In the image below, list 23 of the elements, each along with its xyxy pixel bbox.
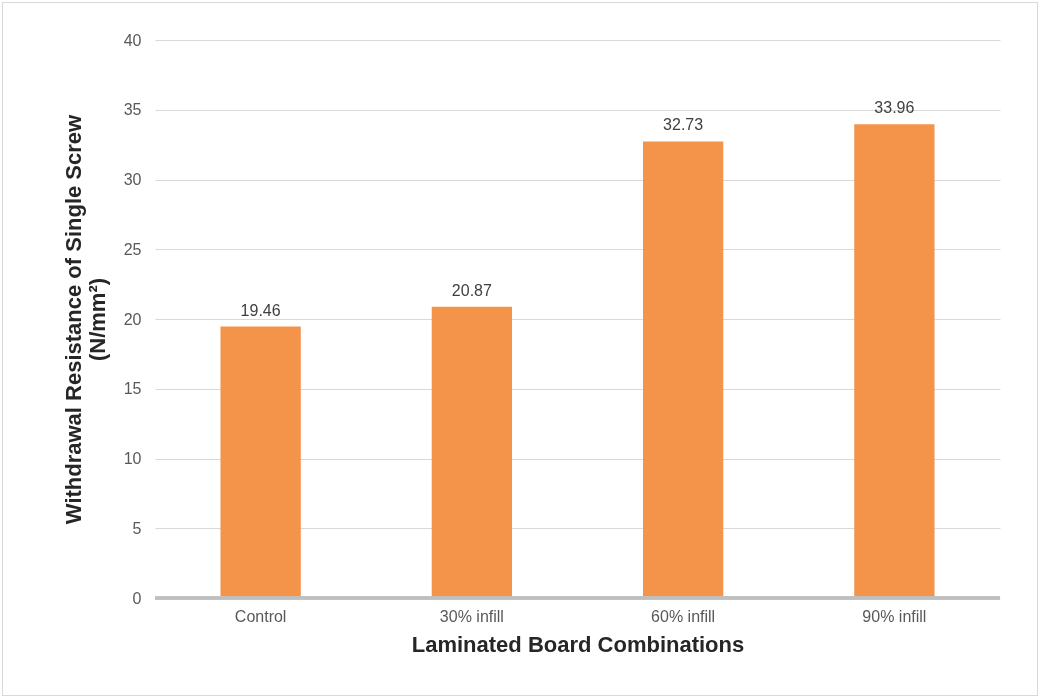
y-tick-label: 30 (123, 171, 142, 188)
y-tick-label: 10 (123, 450, 142, 467)
y-axis-title: Withdrawal Resistance of Single Screw (N/mm²) (60, 113, 110, 525)
bar (431, 306, 513, 598)
y-tick-label: 20 (123, 310, 142, 328)
y-tick-label: 0 (132, 589, 142, 607)
bar (642, 141, 724, 598)
y-tick-label: 15 (123, 380, 142, 398)
y-tick-label: 40 (123, 31, 142, 49)
x-tick-label: 30% infill (439, 607, 504, 625)
bar (854, 124, 935, 598)
x-axis-title: Laminated Board Combinations (411, 631, 745, 657)
bar (220, 326, 301, 598)
x-tick-label: 90% infill (862, 607, 927, 625)
x-tick-label: 60% infill (651, 607, 716, 625)
y-tick-label: 35 (123, 101, 142, 119)
data-label: 33.96 (874, 99, 915, 117)
data-label: 32.73 (663, 116, 704, 134)
y-tick-label: 25 (123, 240, 142, 258)
data-label: 20.87 (451, 281, 492, 299)
x-tick-label: Control (234, 607, 287, 625)
data-label: 19.46 (240, 301, 281, 319)
y-tick-label: 5 (132, 519, 142, 537)
